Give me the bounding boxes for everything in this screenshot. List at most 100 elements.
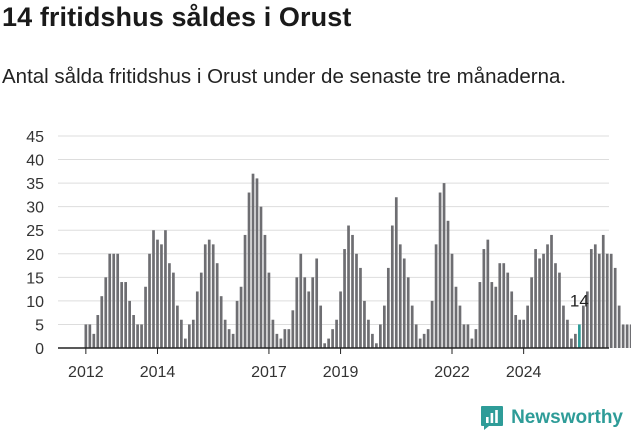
bar <box>203 244 207 348</box>
bar <box>574 333 577 348</box>
bar <box>267 272 271 348</box>
bar <box>386 267 390 348</box>
bar <box>621 324 625 348</box>
y-tick-label: 10 <box>26 294 44 311</box>
bar <box>494 286 498 348</box>
bar <box>458 305 462 348</box>
bar <box>319 305 323 348</box>
x-tick-label: 2022 <box>434 364 470 381</box>
brand-name: Newsworthy <box>511 407 623 428</box>
y-tick-label: 15 <box>26 270 44 287</box>
bar <box>617 305 621 348</box>
bar <box>442 183 446 348</box>
bar <box>223 319 227 348</box>
bar <box>279 338 283 348</box>
bar <box>530 277 533 348</box>
bar <box>585 291 589 348</box>
bar <box>534 249 537 348</box>
bar <box>582 305 585 348</box>
bar <box>104 277 108 348</box>
x-tick-label: 2017 <box>251 364 287 381</box>
bar <box>215 263 219 348</box>
bar <box>629 324 631 348</box>
bar <box>172 272 175 348</box>
bar <box>371 333 374 348</box>
bar <box>335 319 338 348</box>
bar <box>124 282 127 348</box>
bar <box>514 315 518 348</box>
bar <box>363 300 366 348</box>
newsworthy-logo: Newsworthy <box>480 403 623 433</box>
bar <box>239 286 243 348</box>
bar <box>271 319 275 348</box>
bar <box>375 343 378 348</box>
y-tick-label: 35 <box>26 176 44 193</box>
bar <box>168 263 171 348</box>
bar <box>184 338 187 348</box>
bar <box>450 253 454 348</box>
bar <box>259 206 263 348</box>
bar <box>478 282 482 348</box>
bar <box>291 310 295 348</box>
y-tick-label: 30 <box>26 200 44 217</box>
bar <box>128 300 131 348</box>
bar <box>339 291 342 348</box>
highlighted-bar <box>578 324 581 348</box>
bar <box>351 234 354 348</box>
bar <box>446 220 450 348</box>
bar <box>96 315 100 348</box>
bar <box>605 253 609 348</box>
bar <box>383 305 386 348</box>
bar <box>593 244 597 348</box>
bar <box>307 291 311 348</box>
bar <box>343 249 346 348</box>
chart-subtitle: Antal sålda fritidshus i Orust under de … <box>2 65 567 88</box>
bar <box>597 253 601 348</box>
bar <box>609 253 613 348</box>
bar <box>160 244 163 348</box>
bar <box>187 324 191 348</box>
x-tick-label: 2024 <box>506 364 542 381</box>
bar <box>92 333 96 348</box>
bar <box>247 192 251 348</box>
bar <box>315 258 319 348</box>
bar <box>251 173 255 348</box>
bar <box>235 300 239 348</box>
bar <box>120 282 124 348</box>
bar <box>347 225 350 348</box>
x-tick-label: 2012 <box>68 364 104 381</box>
bar <box>625 324 629 348</box>
y-tick-label: 45 <box>26 129 44 146</box>
bar <box>550 234 553 348</box>
bar <box>566 319 569 348</box>
x-tick-label: 2014 <box>140 364 176 381</box>
bar <box>144 286 147 348</box>
bar <box>426 329 430 348</box>
bar <box>255 178 259 348</box>
bar <box>526 305 529 348</box>
bar <box>199 272 203 348</box>
bar <box>454 286 458 348</box>
chart-title: 14 fritidshus såldes i Orust <box>2 2 352 32</box>
bar <box>331 329 334 348</box>
bar <box>546 244 549 348</box>
bar <box>558 272 561 348</box>
bar <box>430 300 434 348</box>
bar <box>176 305 179 348</box>
bar <box>474 329 478 348</box>
bar <box>406 277 410 348</box>
bar <box>231 333 235 348</box>
bar <box>263 234 267 348</box>
bar <box>522 319 525 348</box>
bar <box>84 324 88 348</box>
value-annotation: 14 <box>570 291 589 310</box>
bar <box>398 244 402 348</box>
bar <box>554 263 557 348</box>
bar <box>502 263 506 348</box>
bar <box>311 277 315 348</box>
bar <box>275 333 279 348</box>
bar <box>394 197 398 348</box>
bar <box>148 253 151 348</box>
bar <box>434 244 438 348</box>
